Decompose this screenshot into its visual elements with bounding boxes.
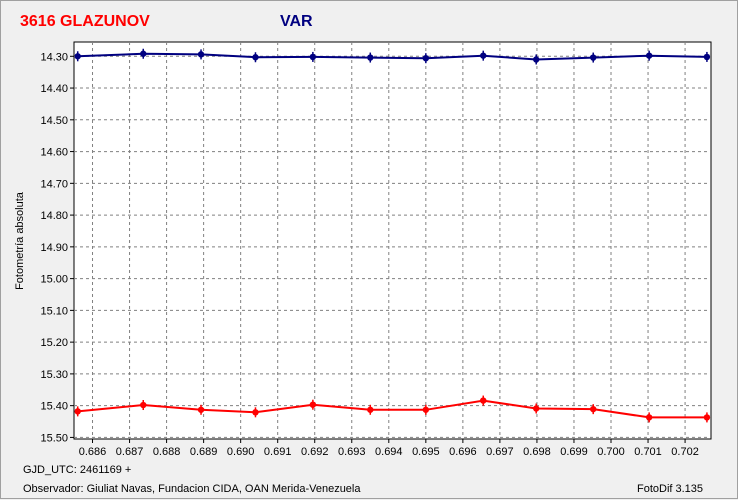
y-tick-label: 15.40 bbox=[40, 401, 68, 413]
x-tick-label: 0.692 bbox=[301, 446, 329, 458]
x-tick-label: 0.691 bbox=[264, 446, 292, 458]
x-tick-label: 0.697 bbox=[486, 446, 514, 458]
y-tick-label: 15.50 bbox=[40, 432, 68, 444]
axis-ticks bbox=[70, 55, 686, 443]
y-tick-label: 14.60 bbox=[40, 147, 68, 159]
y-tick-label: 15.30 bbox=[40, 369, 68, 381]
series-line-1 bbox=[77, 52, 707, 61]
grid-lines bbox=[74, 42, 711, 439]
series-line-2 bbox=[77, 399, 707, 419]
x-tick-label: 0.688 bbox=[153, 446, 181, 458]
observer-label: Observador: Giuliat Navas, Fundacion CID… bbox=[23, 483, 361, 495]
x-tick-label: 0.687 bbox=[116, 446, 144, 458]
x-tick-label: 0.694 bbox=[375, 446, 403, 458]
plot-area bbox=[73, 41, 712, 440]
y-tick-label: 15.00 bbox=[40, 274, 68, 286]
y-tick-label: 14.30 bbox=[40, 51, 68, 63]
x-tick-label: 0.700 bbox=[597, 446, 625, 458]
chart-title-object: 3616 GLAZUNOV bbox=[20, 13, 150, 30]
x-tick-label: 0.695 bbox=[412, 446, 440, 458]
series-group bbox=[74, 48, 711, 423]
x-tick-label: 0.690 bbox=[227, 446, 255, 458]
x-tick-label: 0.696 bbox=[449, 446, 477, 458]
software-label: FotoDif 3.135 bbox=[637, 483, 703, 495]
x-tick-label: 0.689 bbox=[190, 446, 218, 458]
y-tick-labels: 14.30 14.40 14.50 14.60 14.70 14.80 14.90 15.00… bbox=[40, 51, 68, 444]
y-tick-label: 14.40 bbox=[40, 83, 68, 95]
x-tick-label: 0.686 bbox=[79, 446, 107, 458]
x-tick-label: 0.702 bbox=[671, 446, 699, 458]
chart-title-series: VAR bbox=[280, 13, 313, 30]
y-tick-label: 14.80 bbox=[40, 210, 68, 222]
x-tick-label: 0.699 bbox=[560, 446, 588, 458]
y-tick-label: 14.50 bbox=[40, 115, 68, 127]
x-tick-labels: 0.686 0.687 0.688 0.689 0.690 0.691 0.692 0.693… bbox=[79, 446, 699, 458]
y-tick-label: 15.10 bbox=[40, 305, 68, 317]
y-tick-label: 15.20 bbox=[40, 337, 68, 349]
y-axis-label: Fotometría absoluta bbox=[14, 191, 26, 290]
x-tick-label: 0.701 bbox=[634, 446, 662, 458]
y-tick-label: 14.90 bbox=[40, 242, 68, 254]
y-tick-label: 14.70 bbox=[40, 178, 68, 190]
x-tick-label: 0.693 bbox=[338, 446, 366, 458]
gjd-label: GJD_UTC: 2461169 + bbox=[23, 464, 131, 476]
x-tick-label: 0.698 bbox=[523, 446, 551, 458]
